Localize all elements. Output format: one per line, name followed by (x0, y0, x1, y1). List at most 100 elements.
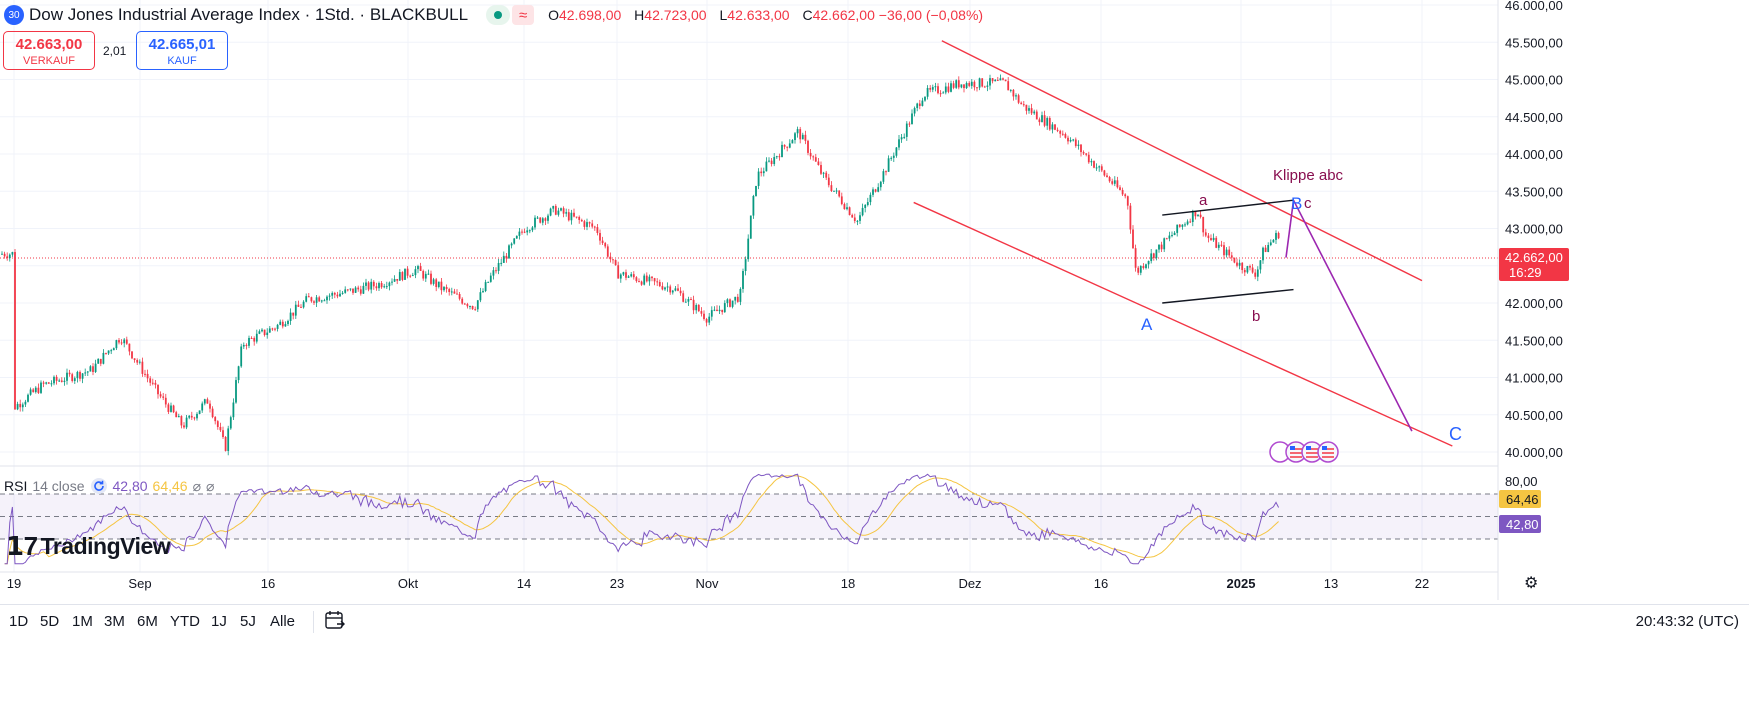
candle-body (284, 324, 287, 327)
period-alle[interactable]: Alle (270, 613, 296, 630)
last-price-tag (1499, 248, 1569, 281)
time-axis[interactable]: 19 Sep 16 Okt 14 23 Nov 18 Dez 16 2025 13 22 (0, 571, 1498, 591)
hidden-icon[interactable]: ⌀ (192, 477, 202, 494)
candle-body (729, 299, 731, 307)
candle-body (393, 278, 396, 282)
candle-body (102, 352, 105, 364)
indicator-toggle-icon[interactable]: ≈ (512, 5, 535, 25)
candle-body (510, 243, 513, 246)
candle-body (307, 296, 310, 298)
ohlc-close-value: 42.662,00 −36,00 (−0,08%) (812, 7, 984, 23)
refresh-icon[interactable] (90, 477, 108, 495)
tradingview-logo[interactable]: 𝟭7 TradingView (6, 531, 171, 562)
candle-body (359, 289, 362, 294)
candle-body (1184, 224, 1186, 226)
candle-body (872, 189, 874, 195)
period-1d[interactable]: 1D (9, 613, 29, 630)
sell-button[interactable]: 42.663,00 VERKAUF (3, 31, 95, 70)
candle-body (963, 84, 965, 89)
candle-body (931, 87, 934, 90)
period-5d[interactable]: 5D (40, 613, 60, 630)
ohlc-close-key: C (802, 7, 813, 23)
price-axis[interactable]: 46.000,00 45.500,00 45.000,00 44.500,00 44.0… (1505, 0, 1563, 489)
wave-label-c-major[interactable]: C (1449, 424, 1462, 444)
candle-body (895, 147, 898, 156)
buy-button[interactable]: 42.665,01 KAUF (136, 31, 228, 70)
candle-body (292, 312, 295, 316)
candle-body (1095, 167, 1098, 169)
candle-body (905, 123, 908, 137)
candle-body (799, 129, 802, 140)
candle-body (801, 134, 804, 140)
candle-body (489, 275, 492, 282)
candle-body (1194, 211, 1197, 217)
candle-body (162, 396, 165, 398)
candle-body (840, 196, 843, 205)
candle-body (973, 81, 976, 88)
wave-label-c-minor[interactable]: c (1304, 195, 1312, 212)
clock[interactable]: 20:43:32 (UTC) (1635, 613, 1739, 630)
calendar-icon[interactable] (324, 609, 346, 631)
candle-body (713, 309, 716, 311)
period-5j[interactable]: 5J (240, 613, 256, 630)
period-ytd[interactable]: YTD (170, 613, 200, 630)
market-open-icon[interactable] (486, 5, 511, 25)
wave-label-b-major[interactable]: B (1291, 194, 1302, 213)
candle-body (531, 227, 534, 231)
candle-body (617, 265, 620, 279)
candle-body (66, 372, 68, 381)
candle-body (281, 321, 284, 327)
candle-body (245, 344, 248, 346)
candle-body (502, 255, 505, 263)
period-1j[interactable]: 1J (211, 613, 227, 630)
inner-channel-lower-line[interactable] (1162, 288, 1294, 304)
symbol-badge[interactable]: 30 (4, 5, 24, 25)
period-1m[interactable]: 1M (72, 613, 93, 630)
candle-body (411, 275, 414, 277)
candle-body (1230, 255, 1233, 258)
candle-body (310, 297, 313, 302)
channel-lower-line[interactable] (913, 201, 1453, 447)
candle-body (843, 204, 846, 210)
gear-icon[interactable]: ⚙ (1524, 575, 1539, 592)
candle-body (1272, 239, 1275, 243)
candle-body (105, 352, 107, 354)
candle-body (627, 276, 630, 278)
candle-body (1025, 104, 1028, 111)
candle-body (570, 212, 573, 221)
candle-body (170, 405, 172, 412)
candle-body (989, 78, 991, 86)
candle-body (1106, 175, 1108, 178)
candle-body (294, 304, 297, 316)
wave-label-b-minor[interactable]: b (1252, 308, 1260, 325)
candle-body (864, 205, 867, 208)
event-marker-icon[interactable] (1317, 441, 1339, 463)
projection-path[interactable] (1285, 200, 1295, 258)
period-3m[interactable]: 3M (104, 613, 125, 630)
candle-body (53, 376, 55, 384)
projection-path[interactable] (1292, 199, 1413, 432)
event-markers[interactable] (1269, 441, 1339, 463)
wave-label-a-minor[interactable]: a (1199, 192, 1208, 209)
inner-channel-upper-line[interactable] (1162, 199, 1294, 216)
symbol-title[interactable]: Dow Jones Industrial Average Index · 1St… (29, 5, 469, 24)
drawings[interactable]: A B Ca b c Klippe abc (913, 40, 1462, 447)
rsi-label[interactable]: RSI (4, 478, 28, 494)
hidden-icon[interactable]: ⌀ (206, 477, 215, 494)
time-tick-label: 14 (517, 576, 531, 591)
channel-upper-line[interactable] (941, 40, 1423, 282)
rsi-value-tag-label: 42,80 (1506, 517, 1539, 532)
candle-body (1012, 89, 1015, 97)
candle-body (107, 350, 110, 354)
annotation-klippe-abc[interactable]: Klippe abc (1273, 167, 1344, 184)
wave-label-a-major[interactable]: A (1141, 315, 1153, 334)
toolbar-divider (313, 611, 314, 633)
candle-body (544, 218, 547, 221)
candle-body (1173, 232, 1176, 236)
rsi-legend[interactable]: RSI 14 close 42,80 64,46 ⌀ ⌀ (4, 477, 214, 495)
candle-body (632, 274, 635, 278)
candle-body (201, 403, 204, 411)
candle-body (578, 216, 581, 220)
period-6m[interactable]: 6M (137, 613, 158, 630)
